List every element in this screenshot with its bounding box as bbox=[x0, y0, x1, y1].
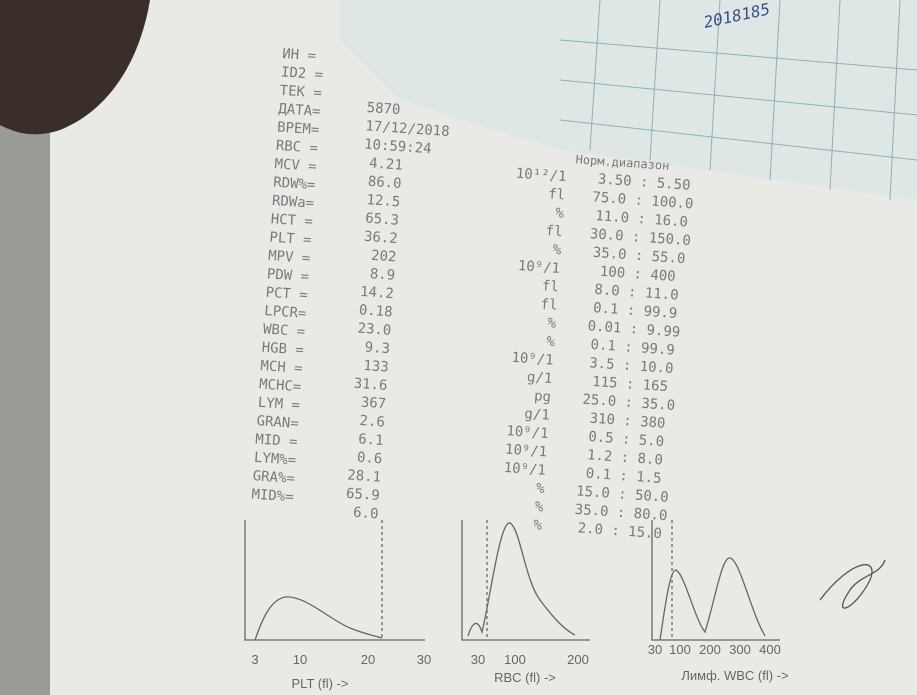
unit: g/1 bbox=[526, 369, 552, 387]
axis-tick-label: 200 bbox=[567, 652, 589, 667]
axis-tick-label: 30 bbox=[417, 652, 431, 667]
field-label: PCT = bbox=[265, 285, 308, 304]
field-value: 2.6 bbox=[359, 413, 385, 431]
field-label: HGB = bbox=[261, 340, 304, 359]
unit: pg bbox=[534, 388, 552, 405]
unit: 10⁹/1 bbox=[506, 423, 549, 442]
field-value: 8.9 bbox=[369, 266, 395, 284]
unit: fl bbox=[548, 186, 566, 203]
field-value: 14.2 bbox=[360, 284, 395, 302]
unit: 10⁹/1 bbox=[503, 460, 546, 479]
field-label: MCHC= bbox=[259, 376, 302, 395]
unit: 10⁹/1 bbox=[517, 258, 560, 277]
field-value: 0.18 bbox=[358, 302, 393, 320]
field-label: GRA%= bbox=[252, 468, 295, 487]
unit: g/1 bbox=[524, 406, 550, 424]
field-label: RDWa= bbox=[271, 193, 314, 212]
field-value: 133 bbox=[363, 358, 389, 376]
unit: % bbox=[533, 517, 543, 534]
axis-caption: PLT (fl) -> bbox=[292, 676, 349, 691]
field-value: 5870 bbox=[366, 100, 401, 118]
unit: % bbox=[534, 499, 544, 516]
field-label: RBC = bbox=[275, 138, 318, 157]
field-label: ID2 = bbox=[280, 64, 323, 83]
field-value: 36.2 bbox=[363, 229, 398, 247]
unit: fl bbox=[541, 278, 559, 295]
field-value: 65.9 bbox=[345, 486, 380, 504]
axis-tick-label: 300 bbox=[729, 642, 751, 657]
axis-tick-label: 200 bbox=[699, 642, 721, 657]
field-label: RDW%= bbox=[273, 175, 316, 194]
field-label: MCH = bbox=[260, 358, 303, 377]
field-label: LPCR= bbox=[264, 303, 307, 322]
axis-tick-label: 20 bbox=[361, 652, 375, 667]
field-label: LYM%= bbox=[253, 450, 296, 469]
field-label: MCV = bbox=[274, 156, 317, 175]
field-label: PLT = bbox=[269, 230, 312, 249]
axis-tick-label: 100 bbox=[669, 642, 691, 657]
field-label: GRAN= bbox=[256, 413, 299, 432]
axis-caption: Лимф. WBC (fl) -> bbox=[681, 668, 788, 683]
unit: % bbox=[547, 315, 557, 332]
unit: 10⁹/1 bbox=[511, 350, 554, 369]
field-value: 23.0 bbox=[357, 321, 392, 339]
field-label: HCT = bbox=[270, 211, 313, 230]
field-value: 12.5 bbox=[366, 192, 401, 210]
unit: % bbox=[552, 242, 562, 259]
field-label: ТЕК = bbox=[279, 83, 322, 102]
field-label: MPV = bbox=[268, 248, 311, 267]
field-value: 367 bbox=[360, 395, 386, 413]
field-value: 6.1 bbox=[358, 431, 384, 449]
field-label: MID%= bbox=[251, 487, 294, 506]
field-label: WBC = bbox=[262, 321, 305, 340]
axis-caption: RBC (fl) -> bbox=[494, 670, 556, 685]
field-label: ДАТА= bbox=[278, 101, 321, 120]
axis-tick-label: 400 bbox=[759, 642, 781, 657]
field-value: 9.3 bbox=[364, 340, 390, 358]
field-value: 86.0 bbox=[367, 174, 402, 192]
field-label: LYM = bbox=[257, 395, 300, 414]
field-label: PDW = bbox=[266, 266, 309, 285]
field-value: 65.3 bbox=[365, 210, 400, 228]
unit: % bbox=[546, 334, 556, 351]
axis-tick-label: 100 bbox=[504, 652, 526, 667]
unit: fl bbox=[545, 223, 563, 240]
photo: 2018185 ИН =ID2 =ТЕК =ДАТА=ВРЕМ=RBC =MCV… bbox=[0, 0, 917, 695]
axis-tick-label: 10 bbox=[293, 652, 307, 667]
field-value: 6.0 bbox=[353, 505, 379, 523]
field-label: ИН = bbox=[282, 46, 317, 64]
field-value: 0.6 bbox=[356, 450, 382, 468]
field-label: ВРЕМ= bbox=[277, 119, 320, 138]
axis-tick-label: 30 bbox=[471, 652, 485, 667]
field-value: 31.6 bbox=[353, 376, 388, 394]
field-value: 4.21 bbox=[369, 155, 404, 173]
unit: % bbox=[536, 481, 546, 498]
unit: % bbox=[555, 205, 565, 222]
unit: fl bbox=[540, 296, 558, 313]
axis-tick-label: 30 bbox=[648, 642, 662, 657]
field-value: 28.1 bbox=[347, 467, 382, 485]
unit: 10⁹/1 bbox=[505, 442, 548, 461]
field-value: 202 bbox=[371, 248, 397, 266]
field-label: MID = bbox=[255, 431, 298, 450]
axis-tick-label: 3 bbox=[251, 652, 258, 667]
